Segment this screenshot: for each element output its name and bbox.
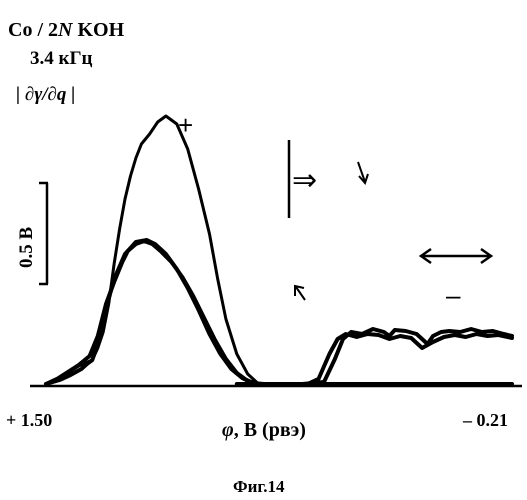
small-arrow-up-icon: [295, 286, 305, 300]
x-axis-label: φ, В (рвэ): [222, 419, 306, 441]
plot-area: [46, 116, 512, 384]
minus-sign: –: [446, 280, 461, 310]
figure-caption: Фиг.14: [233, 477, 285, 496]
series-line-2: [46, 241, 512, 384]
scale-bar-label: 0.5 В: [16, 227, 37, 269]
scale-bar: [39, 183, 48, 284]
quantity-label: | ∂γ/∂q |: [16, 84, 75, 105]
small-arrow-down-icon: [358, 162, 368, 183]
x-tick-left: + 1.50: [6, 410, 52, 430]
plus-sign: +: [178, 110, 193, 140]
bidirectional-arrow-icon: [421, 249, 491, 263]
double-arrow: ⇒: [292, 164, 317, 197]
series-line-1: [46, 116, 512, 384]
series-line-4: [237, 334, 512, 384]
x-tick-right: – 0.21: [462, 410, 508, 430]
frequency-label: 3.4 кГц: [30, 48, 93, 69]
system-label: Co / 2N KOH: [8, 19, 125, 41]
